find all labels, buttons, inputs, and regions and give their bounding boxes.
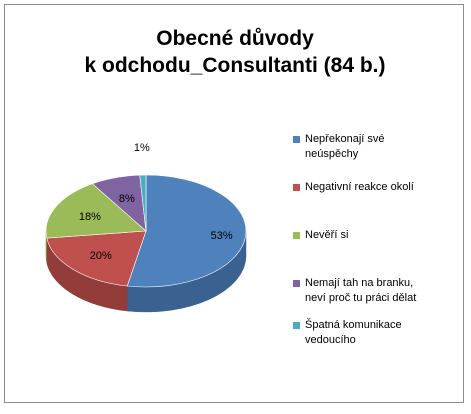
legend-label-line: Nevěří si	[305, 229, 349, 241]
legend-label-line: neví proč tu práci dělat	[305, 292, 417, 304]
legend-label-line: Špatná komunikace	[305, 319, 402, 331]
pie-slice-3	[45, 183, 147, 239]
legend-label-line: neúspěchy	[305, 148, 359, 160]
legend-label: Špatná komunikace vedoucího	[305, 318, 460, 348]
legend-swatch	[293, 136, 300, 143]
pie-slice-5	[139, 174, 147, 232]
legend-label: Nemají tah na branku, neví proč tu práci …	[305, 276, 460, 306]
pie-data-label-5: 1%	[134, 142, 150, 154]
legend-label-line: Nepřekonají své	[305, 133, 385, 145]
pie-top-faces	[45, 174, 247, 288]
chart-title-line-2: k odchodu_Consultanti (84 b.)	[84, 54, 386, 77]
pie-data-labels: 53% 20% 18% 8% 1%	[79, 142, 233, 262]
legend-swatch	[293, 280, 300, 287]
legend-label: Nepřekonají své neúspěchy	[305, 132, 460, 162]
pie-data-label-3: 18%	[79, 211, 101, 223]
chart-title: Obecné důvody k odchodu_Consultanti (84 …	[20, 25, 450, 79]
legend-label-line: Nemají tah na branku,	[305, 277, 414, 289]
legend-swatch	[293, 232, 300, 239]
legend-label: Negativní reakce okolí	[305, 180, 460, 195]
legend-label-line: Negativní reakce okolí	[305, 181, 414, 193]
pie-data-label-4: 8%	[119, 193, 135, 205]
chart-title-line-1: Obecné důvody	[156, 27, 314, 50]
legend-swatch	[293, 322, 300, 329]
pie-data-label-1: 53%	[211, 230, 233, 242]
legend-swatch	[293, 184, 300, 191]
pie-slice-1	[126, 174, 247, 288]
pie-data-label-2: 20%	[90, 250, 112, 262]
legend-label-line: vedoucího	[305, 334, 356, 346]
pie-slice-2	[46, 230, 147, 287]
legend-label: Nevěří si	[305, 228, 460, 243]
